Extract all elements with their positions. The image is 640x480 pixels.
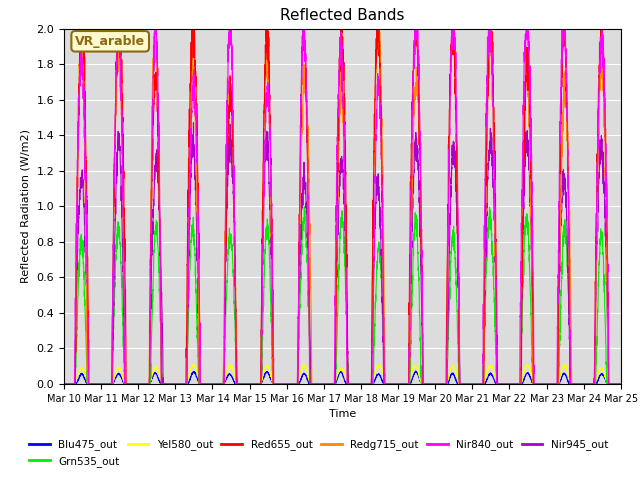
Grn535_out	[467, 381, 475, 387]
Grn535_out	[160, 381, 168, 387]
Blu475_out	[467, 381, 475, 387]
Red655_out	[436, 381, 444, 387]
Nir945_out	[616, 381, 624, 387]
Redg715_out	[499, 381, 507, 387]
Red655_out	[617, 381, 625, 387]
Red655_out	[160, 381, 168, 387]
Nir945_out	[467, 381, 475, 387]
Blu475_out	[499, 381, 507, 387]
Nir945_out	[436, 381, 444, 387]
Nir945_out	[160, 381, 168, 387]
Blu475_out	[616, 381, 624, 387]
Nir945_out	[499, 381, 507, 387]
Legend: Blu475_out, Grn535_out, Yel580_out, Red655_out, Redg715_out, Nir840_out, Nir945_: Blu475_out, Grn535_out, Yel580_out, Red6…	[25, 435, 612, 471]
Nir840_out	[60, 381, 68, 387]
Red655_out	[322, 381, 330, 387]
Blu475_out	[160, 381, 168, 387]
Grn535_out	[300, 204, 308, 210]
Red655_out	[499, 381, 507, 387]
Nir945_out	[322, 381, 330, 387]
Blu475_out	[617, 381, 625, 387]
Nir840_out	[160, 381, 168, 387]
Redg715_out	[467, 381, 475, 387]
Yel580_out	[436, 381, 444, 387]
Title: Reflected Bands: Reflected Bands	[280, 9, 404, 24]
Yel580_out	[561, 361, 568, 367]
X-axis label: Time: Time	[329, 409, 356, 419]
Nir945_out	[617, 381, 625, 387]
Yel580_out	[322, 381, 330, 387]
Yel580_out	[160, 381, 168, 387]
Red655_out	[486, 0, 493, 6]
Grn535_out	[60, 381, 68, 387]
Yel580_out	[467, 381, 475, 387]
Line: Redg715_out: Redg715_out	[64, 11, 621, 384]
Blu475_out	[322, 381, 330, 387]
Red655_out	[616, 381, 624, 387]
Grn535_out	[322, 381, 330, 387]
Redg715_out	[322, 381, 330, 387]
Line: Red655_out: Red655_out	[64, 3, 621, 384]
Nir945_out	[60, 381, 68, 387]
Grn535_out	[617, 381, 625, 387]
Yel580_out	[60, 381, 68, 387]
Blu475_out	[60, 381, 68, 387]
Text: VR_arable: VR_arable	[75, 35, 145, 48]
Nir840_out	[617, 381, 625, 387]
Grn535_out	[616, 381, 624, 387]
Grn535_out	[499, 381, 507, 387]
Line: Yel580_out: Yel580_out	[64, 364, 621, 384]
Blu475_out	[436, 381, 444, 387]
Redg715_out	[436, 381, 444, 387]
Yel580_out	[616, 381, 624, 387]
Redg715_out	[152, 8, 160, 13]
Yel580_out	[617, 381, 625, 387]
Nir840_out	[499, 381, 507, 387]
Redg715_out	[616, 381, 624, 387]
Nir840_out	[436, 381, 444, 387]
Red655_out	[467, 381, 475, 387]
Line: Nir945_out: Nir945_out	[64, 123, 621, 384]
Line: Nir840_out: Nir840_out	[64, 0, 621, 384]
Line: Blu475_out: Blu475_out	[64, 371, 621, 384]
Redg715_out	[60, 381, 68, 387]
Red655_out	[60, 381, 68, 387]
Nir840_out	[322, 381, 330, 387]
Nir840_out	[616, 381, 624, 387]
Redg715_out	[161, 381, 168, 387]
Line: Grn535_out: Grn535_out	[64, 207, 621, 384]
Grn535_out	[436, 381, 444, 387]
Yel580_out	[499, 381, 506, 387]
Nir840_out	[467, 381, 475, 387]
Redg715_out	[617, 381, 625, 387]
Nir945_out	[189, 120, 197, 126]
Blu475_out	[412, 368, 420, 374]
Y-axis label: Reflected Radiation (W/m2): Reflected Radiation (W/m2)	[21, 130, 31, 283]
